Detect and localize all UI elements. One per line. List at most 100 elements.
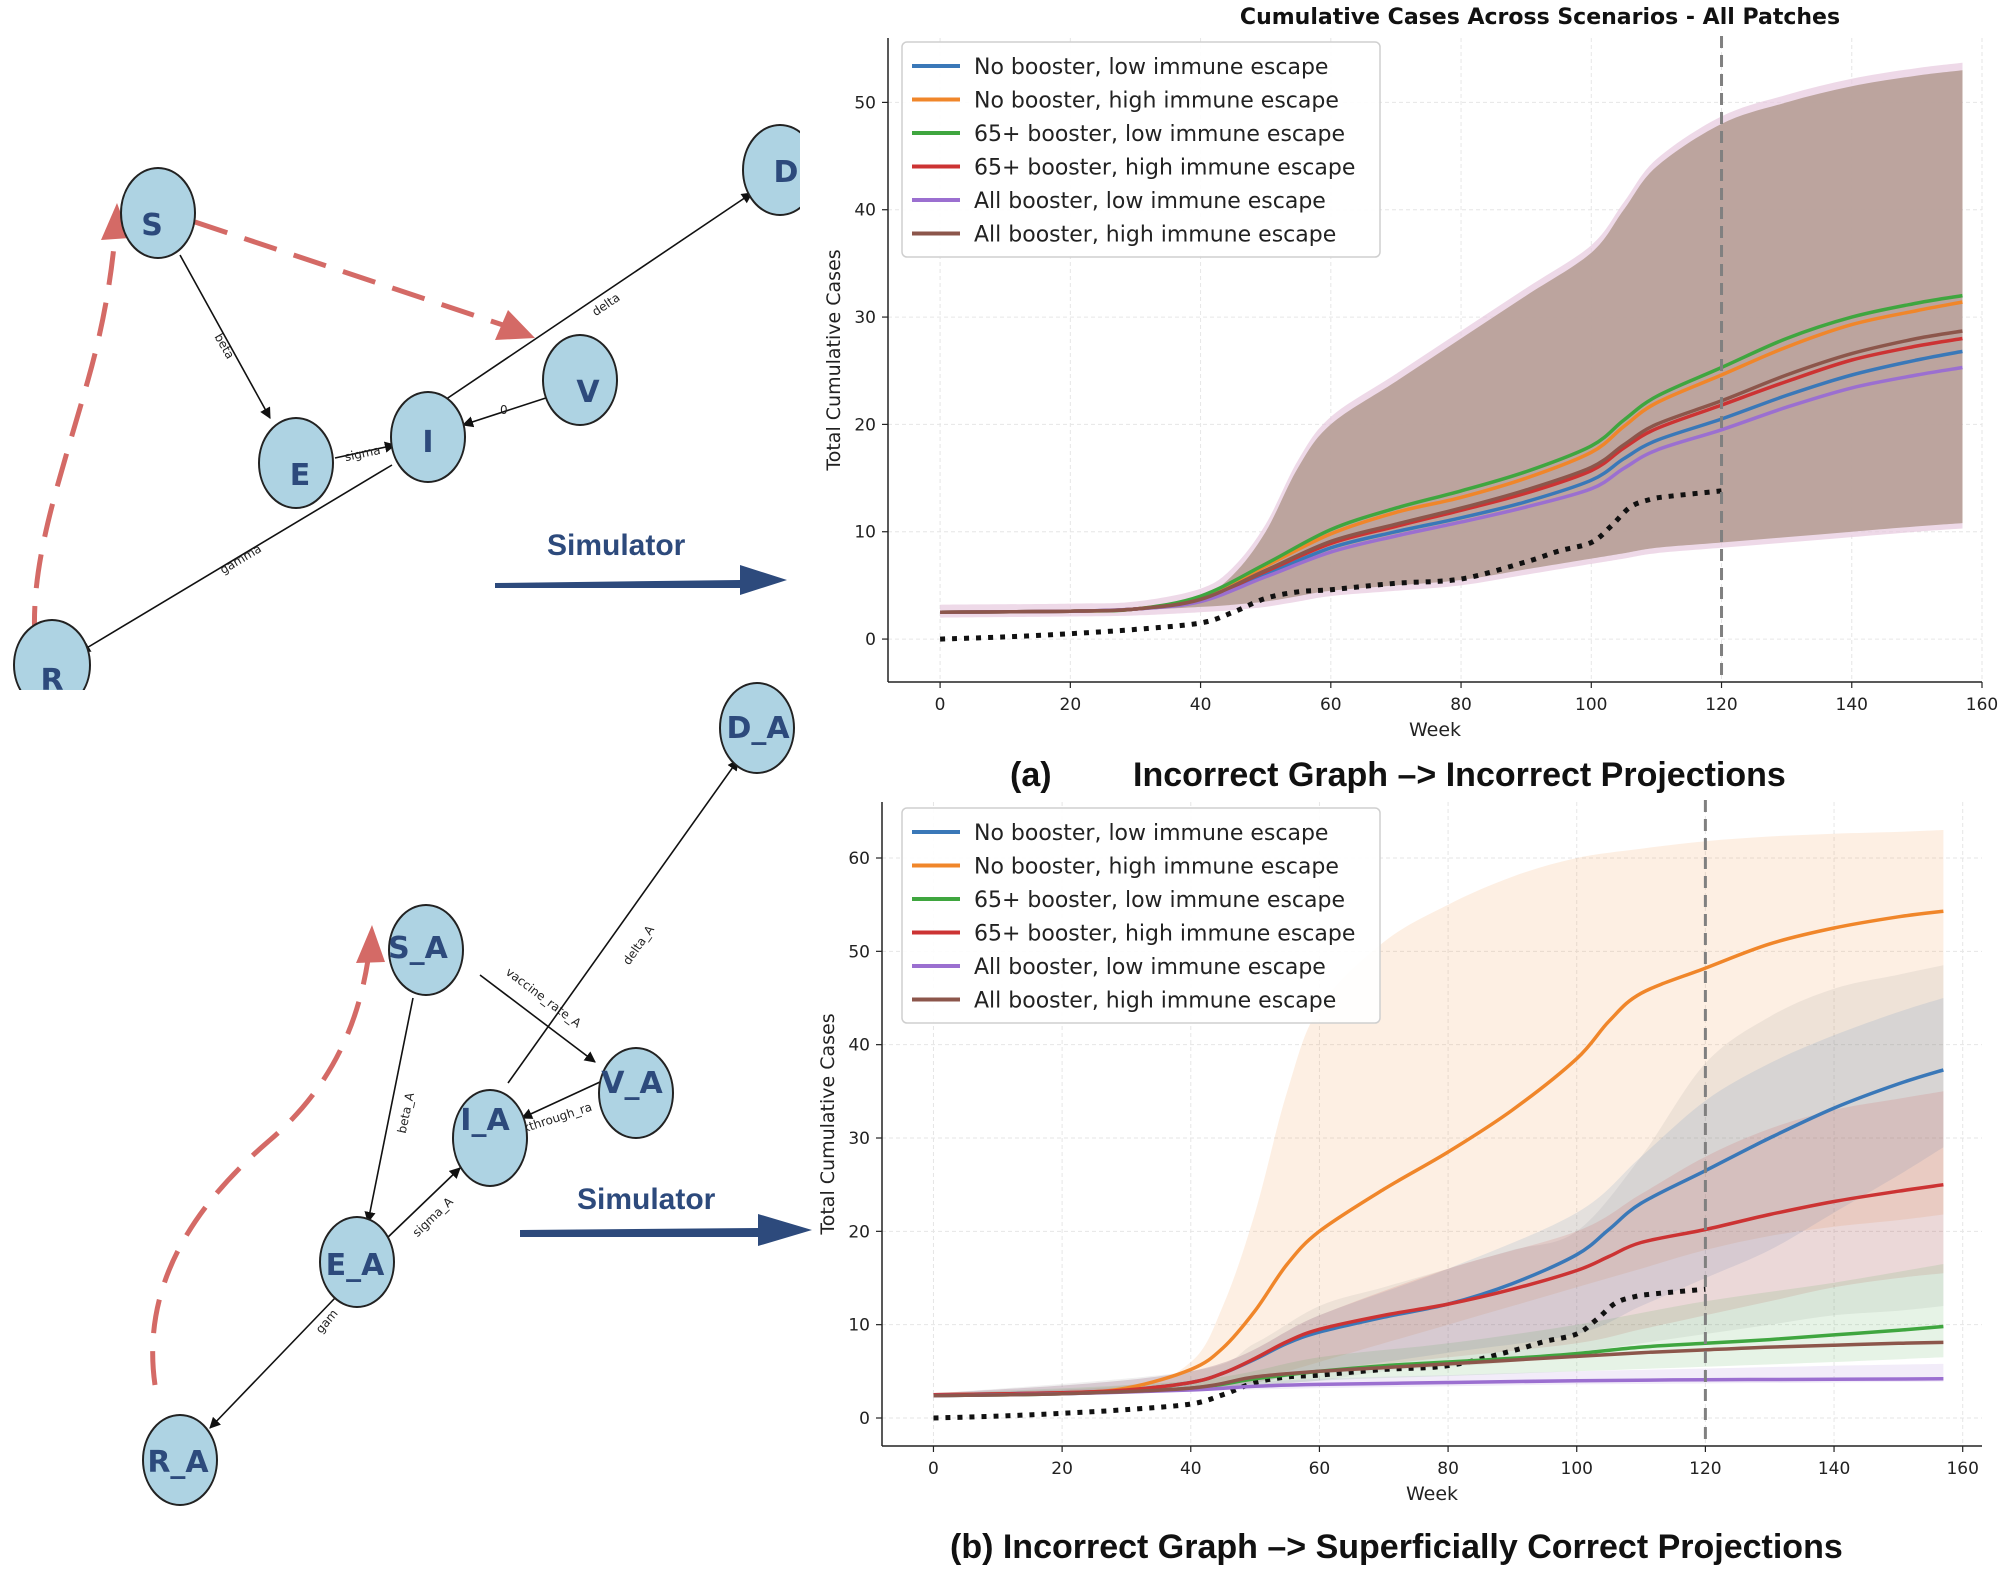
x-tick-label: 40: [1180, 1459, 1202, 1479]
y-tick-label: 60: [848, 849, 870, 869]
svg-text:D: D: [774, 155, 799, 190]
x-tick-label: 0: [928, 1459, 939, 1479]
legend-label-1: No booster, high immune escape: [974, 855, 1339, 880]
legend-label-5: All booster, high immune escape: [974, 223, 1336, 248]
edge-ia-da: [507, 759, 739, 1084]
chart-title: Cumulative Cases Across Scenarios - All …: [1240, 5, 1840, 30]
edge-s-e: [179, 254, 271, 419]
legend-label-0: No booster, low immune escape: [974, 821, 1328, 846]
y-tick-label: 40: [854, 201, 876, 221]
x-tick-label: 120: [1689, 1459, 1721, 1479]
node-v: V: [542, 334, 618, 426]
band-3: [933, 1091, 1944, 1396]
svg-text:V_A: V_A: [601, 1066, 663, 1101]
series-line-5: [933, 1340, 1944, 1398]
node-i: I: [390, 391, 466, 483]
node-d: D: [742, 124, 800, 216]
y-tick-label: 0: [865, 630, 876, 650]
y-tick-label: 10: [848, 1316, 870, 1336]
legend-label-4: All booster, low immune escape: [974, 955, 1326, 980]
x-tick-label: 0: [935, 695, 946, 715]
x-tick-label: 160: [1946, 1459, 1978, 1479]
legend-label-1: No booster, high immune escape: [974, 89, 1339, 114]
legend-label-2: 65+ booster, low immune escape: [974, 888, 1345, 913]
y-tick-label: 30: [848, 1129, 870, 1149]
dashed-arrow-head-v: [495, 310, 535, 340]
x-tick-label: 80: [1437, 1459, 1459, 1479]
edge-e-i: [334, 441, 397, 459]
node-ea: E_A: [319, 1216, 395, 1308]
y-axis-label: Total Cumulative Cases: [817, 1013, 839, 1235]
node-da: D_A: [719, 682, 795, 774]
simulator-arrow-a: [495, 565, 787, 595]
node-r: R: [0, 619, 110, 700]
x-tick-label: 60: [1309, 1459, 1331, 1479]
node-sa: S_A: [388, 904, 464, 996]
svg-text:R_A: R_A: [147, 1445, 209, 1480]
edge-i-d: [429, 192, 753, 411]
svg-text:E: E: [290, 458, 311, 493]
edge-label-beta: beta: [212, 331, 238, 361]
x-tick-label: 140: [1818, 1459, 1850, 1479]
band-uncertainty: [940, 70, 1963, 613]
edge-v-i: [461, 394, 556, 428]
simulator-label-b: Simulator: [577, 1183, 716, 1216]
x-tick-label: 20: [1051, 1459, 1073, 1479]
edge-label-0: 0: [500, 403, 508, 417]
legend-label-4: All booster, low immune escape: [974, 189, 1326, 214]
dashed-arrow-r-s: [31, 234, 118, 641]
legend-label-0: No booster, low immune escape: [974, 55, 1328, 80]
dashed-arrow-head-s: [101, 203, 130, 240]
legend: [901, 807, 1381, 1024]
graph-b: beta_A vaccine_rate_A sigma_A kthrough_r…: [142, 682, 812, 1506]
graph-a: beta sigma 0 delta gamma S E I V: [0, 124, 800, 700]
legend-label-3: 65+ booster, high immune escape: [974, 156, 1355, 181]
node-e: E: [258, 417, 334, 509]
y-tick-label: 50: [848, 942, 870, 962]
simulator-label-a: Simulator: [547, 529, 686, 562]
x-tick-label: 140: [1836, 695, 1868, 715]
edge-label-delta-a: delta_A: [620, 922, 658, 967]
edge-ea-ra: [209, 1297, 336, 1429]
edge-va-ia: [520, 1081, 601, 1119]
band-0: [933, 830, 1944, 1396]
svg-text:I_A: I_A: [460, 1103, 510, 1138]
edge-label-vaccine: vaccine_rate_A: [503, 965, 584, 1031]
y-tick-label: 20: [854, 415, 876, 435]
x-tick-label: 100: [1575, 695, 1607, 715]
y-tick-label: 10: [854, 523, 876, 543]
y-tick-label: 0: [859, 1409, 870, 1429]
node-ia: I_A: [452, 1089, 528, 1187]
caption-a-letter: (a): [1010, 756, 1052, 794]
y-tick-label: 40: [848, 1036, 870, 1056]
edge-label-delta: delta: [589, 290, 622, 319]
band-1: [933, 965, 1944, 1396]
edge-label-sigma: sigma: [343, 443, 381, 464]
caption-a-text: Incorrect Graph –> Incorrect Projections: [1133, 756, 1786, 794]
legend-label-5: All booster, high immune escape: [974, 989, 1336, 1014]
x-tick-label: 80: [1450, 695, 1472, 715]
x-tick-label: 20: [1060, 695, 1082, 715]
x-axis-label: Week: [1409, 719, 1461, 741]
y-tick-label: 50: [854, 93, 876, 113]
svg-text:E_A: E_A: [326, 1248, 385, 1283]
edge-label-gamma-a: gam: [313, 1307, 341, 1336]
legend-label-3: 65+ booster, high immune escape: [974, 922, 1355, 947]
x-tick-label: 120: [1705, 695, 1737, 715]
edge-ea-ia: [384, 1167, 461, 1241]
x-tick-label: 100: [1561, 1459, 1593, 1479]
y-axis-label: Total Cumulative Cases: [823, 249, 845, 471]
chart-a: 0 20 40 60 80 100 120 140 160 0 10 20 30 40 50 Week Tota…: [823, 5, 1998, 741]
legend-label-2: 65+ booster, low immune escape: [974, 122, 1345, 147]
y-tick-label: 20: [848, 1222, 870, 1242]
series-line-3: [933, 1182, 1944, 1397]
band-2: [933, 998, 1944, 1396]
svg-text:V: V: [576, 375, 600, 410]
observed-line: [940, 488, 1722, 642]
x-tick-label: 40: [1190, 695, 1212, 715]
edge-label-breakthrough: kthrough_ra: [521, 1100, 594, 1136]
caption-b-text: (b) Incorrect Graph –> Superficially Cor…: [950, 1528, 1843, 1566]
edge-i-r: [79, 464, 393, 653]
x-axis-label: Week: [1406, 1483, 1458, 1505]
edge-sa-va: [479, 974, 596, 1063]
